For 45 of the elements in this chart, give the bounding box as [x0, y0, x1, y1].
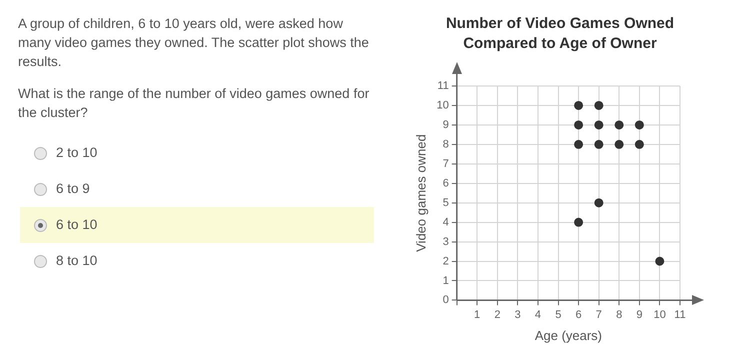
x-tick-label: 7	[596, 308, 602, 321]
y-axis-title: Video games owned	[413, 134, 428, 252]
y-tick-label: 7	[442, 158, 449, 170]
point	[594, 100, 604, 110]
x-tick-label: 4	[534, 308, 542, 321]
text: 6 to 10	[56, 217, 98, 232]
x-tick-label: 5	[555, 308, 562, 321]
x-tick-label: 1	[474, 308, 480, 321]
y-tick-label: 0	[442, 294, 449, 306]
text: 2 to 10	[56, 145, 98, 160]
text: 8 to 10	[56, 253, 98, 268]
x-axis-title: Age (years)	[534, 328, 602, 343]
point	[634, 120, 644, 130]
point	[574, 120, 584, 130]
point	[655, 256, 664, 266]
text: A group of children, 6 to 10 years old, were asked how many video games they owned. The scatter plot shows the results.	[18, 15, 370, 71]
point	[574, 140, 584, 149]
point	[594, 120, 604, 130]
point	[634, 140, 644, 149]
y-tick-label: 6	[442, 177, 449, 190]
x-tick-label: 9	[636, 308, 642, 321]
x-tick-label: 6	[576, 308, 582, 321]
x-tick-label: 3	[514, 308, 521, 321]
point	[614, 120, 624, 130]
y-tick-label: 9	[442, 118, 449, 131]
chart-title: Number of Video Games Owned Compared to Age of Owner	[444, 14, 676, 54]
x-tick-label: 8	[616, 308, 622, 321]
y-tick-label: 11	[437, 80, 449, 92]
y-tick-label: 2	[442, 255, 449, 268]
point	[594, 140, 604, 149]
point	[574, 218, 584, 227]
y-tick-label: 1	[442, 274, 449, 287]
y-tick-label: 3	[442, 236, 449, 248]
text: 6 to 9	[56, 181, 90, 196]
y-tick-label: 5	[442, 196, 449, 209]
x-tick-label: 2	[494, 308, 500, 321]
x-tick-label: 10	[654, 308, 666, 321]
point	[594, 198, 604, 208]
point	[614, 140, 624, 149]
y-tick-label: 8	[442, 138, 449, 150]
point	[574, 100, 584, 110]
y-tick-label: 4	[442, 216, 449, 228]
x-tick-label: 11	[674, 308, 686, 321]
y-tick-label: 10	[436, 100, 449, 112]
text: What is the range of the number of video games owned for the cluster?	[18, 85, 370, 122]
